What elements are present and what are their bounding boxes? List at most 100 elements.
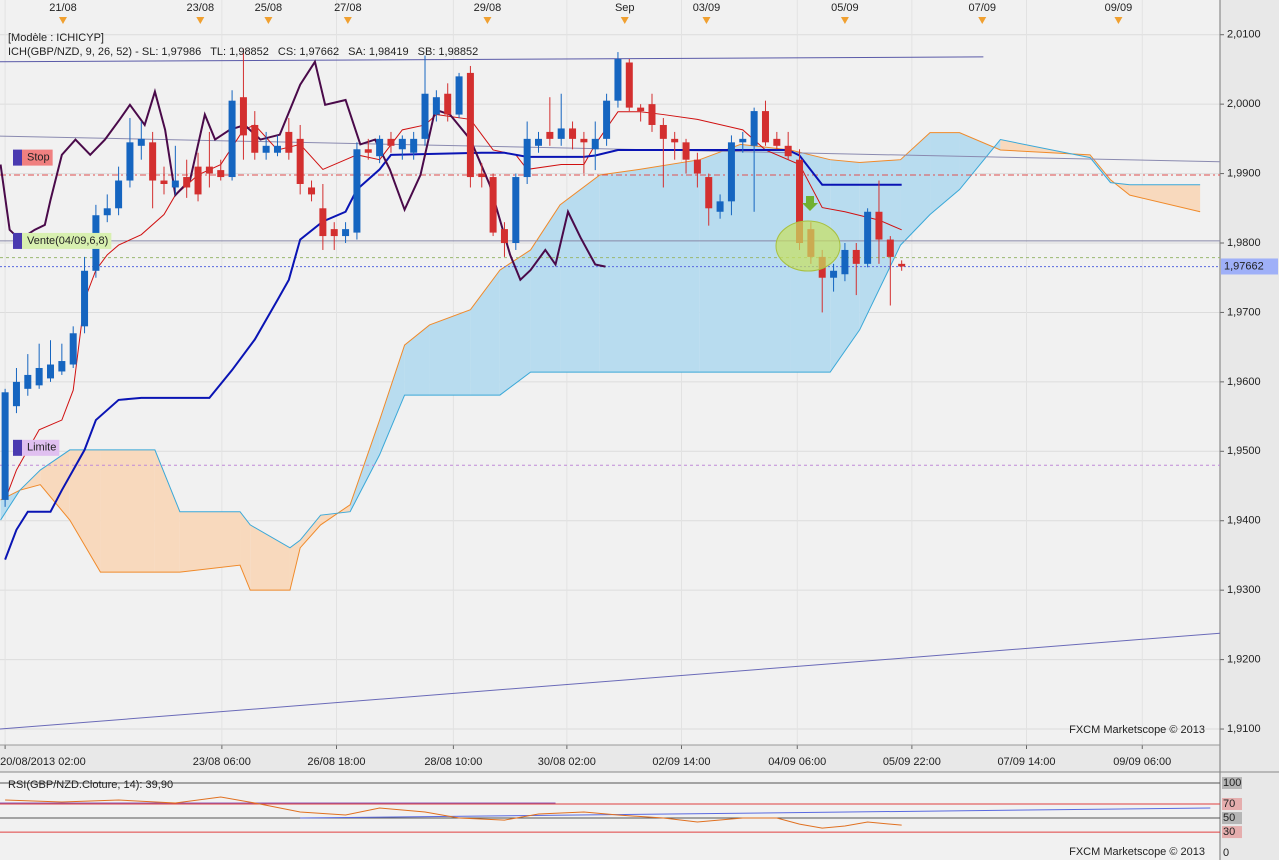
candle-body [886, 239, 894, 257]
candle-body [852, 249, 860, 264]
candle-body [546, 131, 554, 139]
candle-body [205, 166, 213, 174]
candle-body [228, 100, 236, 178]
candle-body [466, 72, 474, 178]
top-tick-marker [978, 17, 987, 24]
y-tick-label: 1,9300 [1227, 584, 1261, 596]
cloud-segment [900, 132, 931, 246]
candle-body [444, 93, 452, 115]
cloud-segment [250, 524, 290, 591]
candle-body [364, 149, 372, 153]
cloud-segment [470, 270, 500, 396]
cloud-segment [599, 169, 640, 373]
order-handle [13, 149, 22, 166]
order-label: Limite [27, 442, 56, 454]
line [0, 132, 1201, 591]
top-tick-label: 25/08 [255, 2, 283, 14]
y-tick-label: 1,9600 [1227, 376, 1261, 388]
top-tick-label: 03/09 [693, 2, 721, 14]
cloud-segment [859, 159, 901, 330]
candle-body [319, 208, 327, 237]
candle-body [217, 170, 225, 178]
x-tick-label: 26/08 18:00 [307, 756, 365, 768]
rsi-tick-bg [1222, 798, 1242, 811]
candle-body [103, 208, 111, 216]
legend-item: SB: 1,98852 [418, 46, 479, 58]
candle-body [500, 229, 508, 244]
candle-body [898, 263, 906, 267]
cloud-segment [379, 345, 405, 455]
order-handle [13, 439, 22, 456]
x-tick-label: 20/08/2013 02:00 [0, 756, 86, 768]
rsi-tick-bg [1222, 812, 1242, 825]
candle-body [557, 128, 565, 139]
candle-body [387, 138, 395, 146]
price-tag-label: 1,97662 [1224, 260, 1264, 272]
cloud-segment [300, 515, 321, 548]
candle-body [875, 211, 883, 240]
candle-body [398, 138, 406, 150]
top-tick-label: 29/08 [474, 2, 502, 14]
candle-body [69, 333, 77, 365]
y-tick-label: 1,9200 [1227, 654, 1261, 666]
cloud-segment [1129, 184, 1201, 212]
y-tick-label: 1,9900 [1227, 167, 1261, 179]
candle-body [58, 361, 66, 372]
top-tick-label: 05/09 [831, 2, 859, 14]
candle-body [47, 364, 55, 379]
candle-body [614, 59, 622, 101]
watermark: FXCM Marketscope © 2013 [1069, 846, 1205, 858]
x-axis-background [0, 745, 1220, 772]
candle-body [648, 104, 656, 125]
top-tick-marker [58, 17, 67, 24]
top-tick-label: 23/08 [187, 2, 215, 14]
candle-body [705, 177, 713, 209]
x-tick-label: 02/09 14:00 [652, 756, 710, 768]
candle-body [841, 249, 849, 275]
candle-body [342, 229, 350, 237]
x-tick-label: 09/09 06:00 [1113, 756, 1171, 768]
candle-body [569, 128, 577, 139]
top-tick-label: 07/09 [968, 2, 996, 14]
legend-item: SA: 1,98419 [348, 46, 409, 58]
x-tick-label: 04/09 06:00 [768, 756, 826, 768]
cloud-segment [429, 309, 471, 396]
candle-body [35, 367, 43, 386]
candle-body [830, 270, 838, 278]
top-tick-label: 27/08 [334, 2, 362, 14]
top-tick-marker [264, 17, 273, 24]
candle-body [761, 111, 769, 143]
legend-item: CS: 1,97662 [278, 46, 339, 58]
rsi-background [0, 772, 1220, 860]
candle-body [750, 111, 758, 146]
candle-body [864, 211, 872, 264]
candle-body [489, 177, 497, 233]
candle-body [376, 138, 384, 157]
cloud-segment [404, 324, 430, 396]
candle-body [796, 159, 804, 244]
candle-body [194, 166, 202, 195]
top-tick-label: 09/09 [1105, 2, 1133, 14]
candle-body [239, 97, 247, 136]
candle-body [262, 145, 270, 153]
candle-body [421, 93, 429, 139]
y-tick-label: 1,9500 [1227, 445, 1261, 457]
rsi-tick-label: 70 [1223, 798, 1235, 810]
candle-body [12, 381, 20, 407]
cloud-segment [350, 420, 380, 512]
top-tick-marker [840, 17, 849, 24]
y-tick-label: 2,0100 [1227, 29, 1261, 41]
cloud-segment [154, 449, 180, 573]
candle-body [671, 138, 679, 143]
rsi-tick-label: 100 [1223, 777, 1241, 789]
candle-body [353, 149, 361, 233]
top-tick-marker [483, 17, 492, 24]
candle-body [410, 138, 418, 153]
cloud-segment [639, 159, 700, 373]
x-tick-label: 05/09 22:00 [883, 756, 941, 768]
cloud-segment [530, 204, 561, 373]
candle-body [784, 145, 792, 157]
y-tick-label: 1,9400 [1227, 515, 1261, 527]
legend-item: ICH(GBP/NZD, 9, 26, 52) - SL: 1,97986 [8, 46, 201, 58]
